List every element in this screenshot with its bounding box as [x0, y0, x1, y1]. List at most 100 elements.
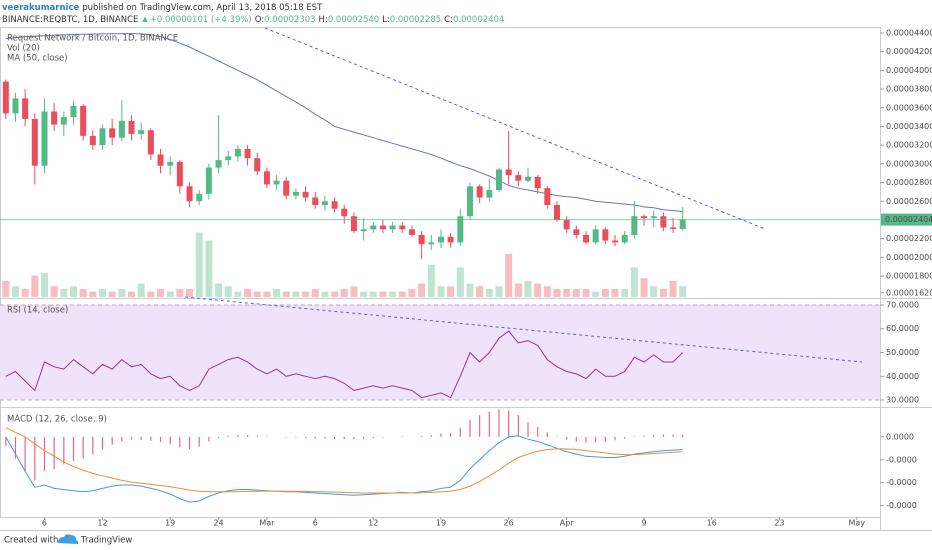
- x-tick-label: Mar: [259, 519, 275, 528]
- volume-bar: [360, 291, 368, 297]
- volume-bar: [669, 280, 677, 297]
- volume-bar: [224, 286, 232, 297]
- x-tick-label: 6: [313, 519, 318, 528]
- y-tick-label: 0.00003400: [886, 122, 932, 131]
- candle-body: [534, 176, 541, 189]
- ohlc-value: 0.00002285: [390, 15, 441, 25]
- candle-body: [312, 197, 319, 205]
- volume-bar: [592, 291, 600, 297]
- volume-bar: [2, 280, 10, 297]
- volume-bar: [205, 240, 213, 297]
- candle-body: [360, 229, 367, 232]
- publish-line: veerakumarnice published on TradingView.c…: [2, 3, 323, 13]
- published: published on TradingView.com, April 13, …: [82, 3, 323, 13]
- volume-bar: [234, 291, 242, 297]
- y-tick-label: 0.00004000: [886, 66, 932, 75]
- candle-body: [273, 180, 280, 185]
- volume-bar: [485, 288, 493, 297]
- volume-bar: [466, 283, 474, 297]
- ohlc-value: 0.00002404: [453, 15, 504, 25]
- volume-bar: [31, 275, 39, 297]
- candle-body: [515, 175, 522, 181]
- brand-logo[interactable]: [58, 534, 79, 544]
- volume-bar: [282, 291, 290, 297]
- x-tick-label: 6: [42, 519, 47, 528]
- pane-title: Vol (20): [7, 44, 40, 54]
- volume-bar: [195, 232, 203, 297]
- trend-line[interactable]: [184, 296, 863, 363]
- x-tick-label: 19: [165, 519, 175, 528]
- candle-body: [525, 176, 531, 181]
- author[interactable]: veerakumarnice: [2, 3, 79, 13]
- candle-body: [583, 234, 590, 243]
- x-tick-label: 26: [504, 519, 514, 528]
- candle-body: [379, 225, 386, 230]
- candle-body: [495, 169, 502, 191]
- candle-body: [109, 128, 116, 138]
- volume-bar: [379, 291, 387, 297]
- volume-bar: [659, 288, 667, 297]
- change: +0.00000101 (+4.39%): [150, 15, 252, 25]
- candle-body: [563, 219, 570, 230]
- x-tick-label: 9: [641, 519, 646, 528]
- volume-bar: [263, 291, 271, 297]
- x-tick-label: Apr: [560, 519, 575, 528]
- candle-body: [292, 191, 299, 196]
- volume-bar: [11, 286, 19, 297]
- volume-bar: [447, 286, 455, 297]
- candle-body: [389, 225, 396, 230]
- candle-body: [89, 135, 96, 146]
- y-tick-label: 0.00003600: [886, 103, 932, 112]
- x-tick-label: May: [849, 519, 866, 528]
- candle-body: [650, 216, 657, 219]
- y-tick-label: 0.00004400: [886, 28, 932, 37]
- volume-bar: [495, 286, 503, 297]
- ma-line: [5, 33, 683, 212]
- candle-body: [263, 171, 270, 185]
- volume-bar: [302, 291, 310, 297]
- volume-bar: [611, 288, 619, 297]
- pane-frames: [0, 27, 932, 531]
- volume-bar: [108, 291, 116, 297]
- volume-bar: [157, 288, 165, 297]
- candle-body: [331, 201, 338, 209]
- y-tick-label: 50.0000: [886, 348, 919, 357]
- candle-body: [51, 111, 58, 125]
- volume-bar: [273, 288, 281, 297]
- candle-body: [341, 208, 348, 217]
- candle-body: [283, 180, 290, 196]
- x-tick-label: 12: [97, 519, 107, 528]
- pane-title: MACD (12, 26, close, 9): [7, 415, 107, 425]
- volume-bar: [137, 283, 145, 297]
- change-arrow: ▲: [142, 15, 148, 23]
- candle-body: [408, 229, 415, 235]
- candle-body: [234, 148, 241, 157]
- volume-bar: [563, 288, 571, 297]
- y-tick-label: 0.00002000: [886, 253, 932, 262]
- candle-body: [138, 130, 145, 134]
- candle-body: [80, 105, 87, 136]
- candle-body: [254, 158, 261, 172]
- candle-body: [428, 242, 435, 245]
- candle-body: [350, 216, 357, 232]
- volume-bar: [253, 291, 261, 297]
- volume-bar: [582, 288, 590, 297]
- volume-bar: [118, 288, 126, 297]
- candle-body: [486, 190, 493, 198]
- x-tick-label: 19: [436, 519, 446, 528]
- layers: 6 12 19 24 Mar 6 12 19 26 Apr 9 16 23 May 0.00002404 0.…: [0, 28, 932, 528]
- candle-body: [176, 161, 183, 187]
- candle-body: [167, 161, 174, 166]
- volume-bar: [601, 288, 609, 297]
- candle-body: [641, 216, 648, 219]
- candle-body: [544, 188, 551, 205]
- y-tick-label: 0.00001800: [886, 272, 932, 281]
- candle-body: [418, 234, 425, 245]
- candle-body: [147, 130, 154, 155]
- volume-bar: [437, 286, 445, 297]
- volume-bar: [321, 291, 329, 297]
- footer-brand[interactable]: TradingView: [80, 536, 132, 546]
- volume-bar: [369, 291, 377, 297]
